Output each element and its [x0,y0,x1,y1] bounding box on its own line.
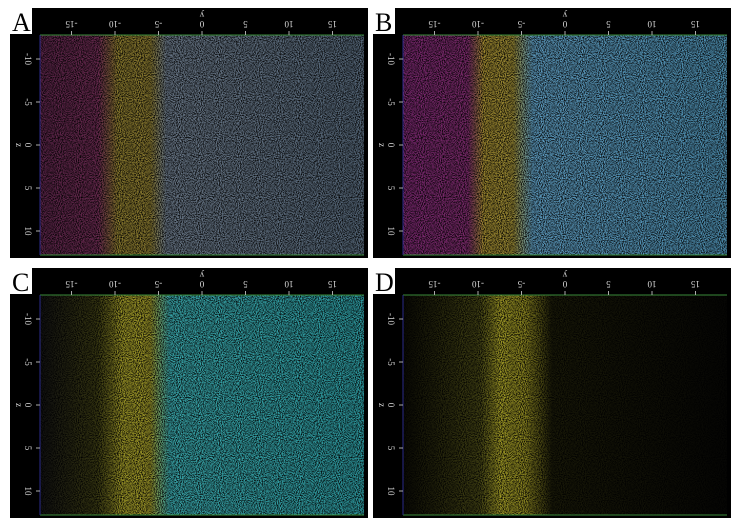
x-tick-label: 5 [243,279,248,289]
x-axis-label: y [562,270,567,280]
x-tick-label: -5 [154,19,162,29]
y-tick-label: 5 [23,186,33,191]
x-tick-label: 0 [562,19,567,29]
y-tick-label: 0 [23,403,33,408]
x-tick-label: 15 [691,279,701,289]
x-tick-label: -15 [428,19,440,29]
x-axis-label: y [199,270,204,280]
x-tick-label: 5 [243,19,248,29]
y-tick-label: -5 [23,98,33,106]
y-axis-label: z [377,143,387,147]
image-noise [403,35,727,255]
image-noise [403,295,727,515]
y-tick-label: -10 [23,53,33,65]
x-tick-label: -10 [109,279,121,289]
panel: -15 -10 -5 0 5 10 15 y -10 -5 0 5 10 z B [373,8,731,258]
x-tick-label: -15 [65,279,77,289]
x-tick-label: 0 [562,279,567,289]
x-tick-label: 15 [328,279,338,289]
label-background [10,8,32,34]
y-tick-label: 0 [386,403,396,408]
x-axis-label: y [562,10,567,20]
y-tick-label: 5 [386,186,396,191]
x-tick-label: -5 [517,279,525,289]
x-tick-label: 5 [606,279,611,289]
x-tick-label: 10 [284,19,294,29]
x-tick-label: 10 [647,279,657,289]
x-tick-label: 15 [328,19,338,29]
panel: -15 -10 -5 0 5 10 15 y -10 -5 0 5 10 z C [10,268,368,518]
panel: -15 -10 -5 0 5 10 15 y -10 -5 0 5 10 z D [373,268,731,518]
y-tick-label: 5 [23,446,33,451]
y-axis-label: z [14,143,24,147]
x-tick-label: 10 [284,279,294,289]
panel: -15 -10 -5 0 5 10 15 y -10 -5 0 5 10 z A [10,8,368,258]
x-tick-label: -10 [472,19,484,29]
image-noise [40,35,364,255]
x-tick-label: -10 [472,279,484,289]
y-tick-label: 10 [386,227,396,237]
y-tick-label: -5 [386,98,396,106]
image-noise [40,295,364,515]
y-tick-label: 10 [386,487,396,497]
y-tick-label: 10 [23,487,33,497]
y-axis-label: z [377,403,387,407]
label-background [10,268,32,294]
y-tick-label: 0 [23,143,33,148]
y-tick-label: -10 [386,313,396,325]
x-tick-label: 0 [199,279,204,289]
panel-label: B [375,8,392,37]
x-tick-label: 15 [691,19,701,29]
y-tick-label: -5 [23,358,33,366]
x-axis-label: y [199,10,204,20]
x-tick-label: -5 [154,279,162,289]
y-tick-label: 10 [23,227,33,237]
y-axis-label: z [14,403,24,407]
label-background [373,268,395,294]
x-tick-label: 0 [199,19,204,29]
panel-label: A [12,8,31,37]
x-tick-label: -10 [109,19,121,29]
y-tick-label: -10 [386,53,396,65]
y-tick-label: -5 [386,358,396,366]
x-tick-label: -15 [428,279,440,289]
panel-label: D [375,268,394,297]
y-tick-label: 5 [386,446,396,451]
x-tick-label: 10 [647,19,657,29]
x-tick-label: 5 [606,19,611,29]
panel-label: C [12,268,29,297]
y-tick-label: -10 [23,313,33,325]
x-tick-label: -15 [65,19,77,29]
y-tick-label: 0 [386,143,396,148]
x-tick-label: -5 [517,19,525,29]
label-background [373,8,395,34]
